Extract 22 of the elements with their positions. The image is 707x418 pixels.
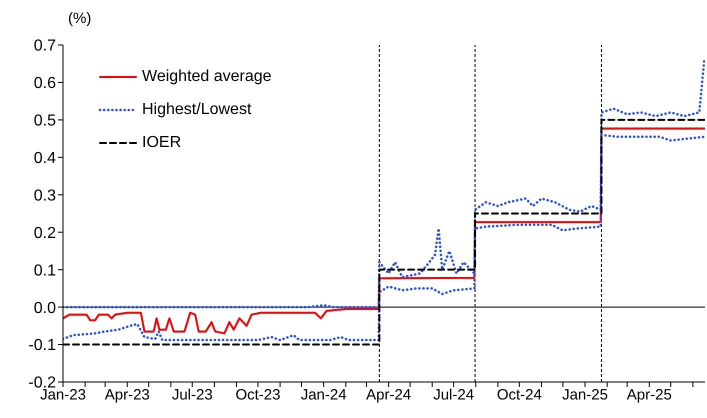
y-tick-label: 0.3 xyxy=(34,187,56,204)
x-tick-label: Jan-25 xyxy=(562,386,608,404)
legend-label: Weighted average xyxy=(142,68,272,86)
x-tick-label: Jul-24 xyxy=(433,386,474,404)
x-tick-label: Apr-23 xyxy=(104,386,150,404)
x-tick-label: Oct-23 xyxy=(235,386,280,404)
y-tick-label: 0.0 xyxy=(34,300,56,317)
y-tick-label: 0.7 xyxy=(34,38,56,55)
y-tick-label: 0.1 xyxy=(34,262,56,280)
x-tick-label: Oct-24 xyxy=(496,386,542,404)
x-tick-label: Jul-23 xyxy=(172,386,213,404)
y-tick-label: 0.5 xyxy=(34,112,56,130)
x-tick-label: Apr-25 xyxy=(626,386,672,404)
y-tick-label: -0.1 xyxy=(28,337,56,354)
legend-label: Highest/Lowest xyxy=(142,100,252,118)
y-tick-label: 0.6 xyxy=(34,75,56,92)
x-tick-label: Jan-24 xyxy=(300,386,347,404)
x-tick-label: Apr-24 xyxy=(366,386,412,404)
y-tick-label: 0.4 xyxy=(34,150,56,168)
legend-label: IOER xyxy=(142,134,182,152)
y-axis-title: (%) xyxy=(68,10,92,27)
y-tick-label: 0.2 xyxy=(34,224,56,242)
